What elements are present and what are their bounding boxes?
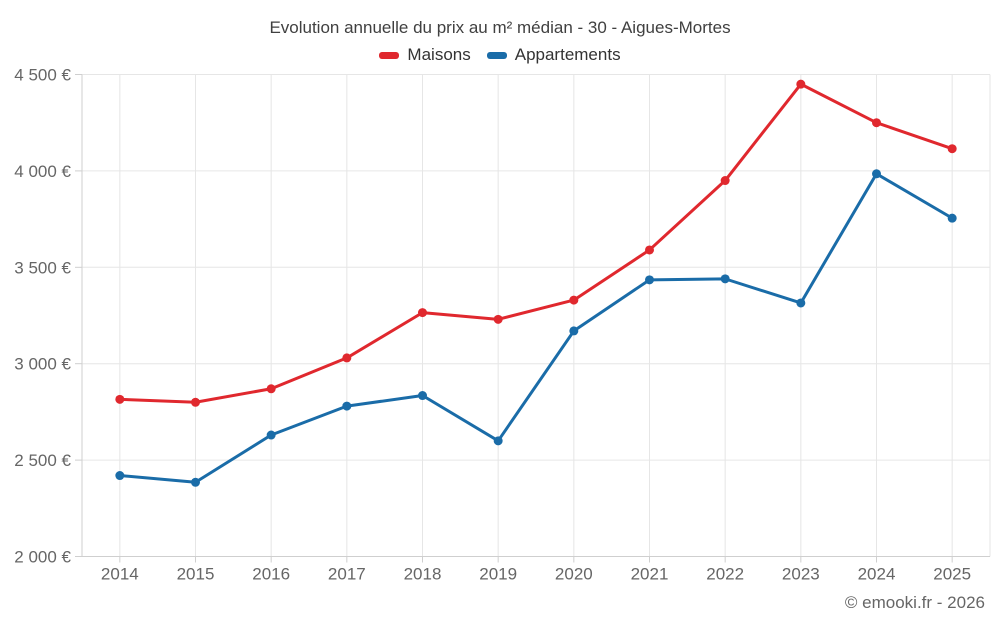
chart-title: Evolution annuelle du prix au m² médian … [269,18,731,37]
data-point-appartements-2015[interactable] [191,477,200,487]
data-point-appartements-2021[interactable] [645,275,654,285]
x-axis-label: 2016 [252,565,290,584]
x-axis-label: 2019 [479,565,517,584]
x-axis-label: 2017 [328,565,366,584]
data-point-appartements-2018[interactable] [418,391,427,401]
copyright-footer: © emooki.fr - 2026 [844,593,985,612]
x-axis-label: 2025 [933,565,971,584]
x-axis-label: 2023 [782,565,820,584]
legend-item-maisons[interactable]: Maisons [379,45,471,65]
data-point-maisons-2018[interactable] [418,308,427,318]
y-axis-label: 2 500 € [14,451,71,470]
x-axis-label: 2014 [101,565,139,584]
data-point-maisons-2016[interactable] [266,384,276,394]
y-axis-label: 2 000 € [14,547,71,566]
data-point-appartements-2025[interactable] [947,213,957,223]
data-point-appartements-2020[interactable] [569,326,579,336]
data-point-appartements-2024[interactable] [872,169,881,179]
legend-item-appartements[interactable]: Appartements [486,45,621,65]
y-axis-label: 4 000 € [14,162,71,181]
data-point-appartements-2017[interactable] [342,401,352,411]
data-point-maisons-2023[interactable] [796,79,806,89]
legend-label-appartements: Appartements [514,45,621,64]
x-axis-label: 2015 [177,565,215,584]
x-axis-label: 2024 [858,565,896,584]
x-axis-label: 2022 [706,565,744,584]
legend-label-maisons: Maisons [407,45,471,64]
y-axis-label: 3 000 € [14,355,71,374]
data-point-maisons-2015[interactable] [191,397,200,407]
maisons-color-swatch-icon [379,51,400,59]
data-point-maisons-2024[interactable] [872,118,881,128]
data-point-maisons-2017[interactable] [342,353,352,363]
data-point-appartements-2023[interactable] [796,298,806,308]
data-point-maisons-2014[interactable] [115,394,125,404]
y-axis-label: 3 500 € [14,258,71,277]
x-axis-label: 2018 [404,565,442,584]
series-line-maisons [118,82,954,404]
x-axis-label: 2021 [631,565,669,584]
series-line-appartements [118,172,954,484]
appartements-color-swatch-icon [486,51,507,59]
x-axis-label: 2020 [555,565,593,584]
data-point-maisons-2025[interactable] [947,144,957,154]
data-point-maisons-2019[interactable] [493,314,503,324]
data-point-appartements-2019[interactable] [493,436,503,446]
data-point-maisons-2021[interactable] [645,245,654,255]
chart-legend: Maisons Appartements [0,45,1000,65]
data-point-appartements-2022[interactable] [720,274,730,284]
y-axis-label: 4 500 € [14,65,71,84]
data-point-maisons-2020[interactable] [569,295,579,305]
data-point-appartements-2016[interactable] [266,430,276,440]
data-point-maisons-2022[interactable] [720,176,730,186]
data-point-appartements-2014[interactable] [115,471,125,481]
